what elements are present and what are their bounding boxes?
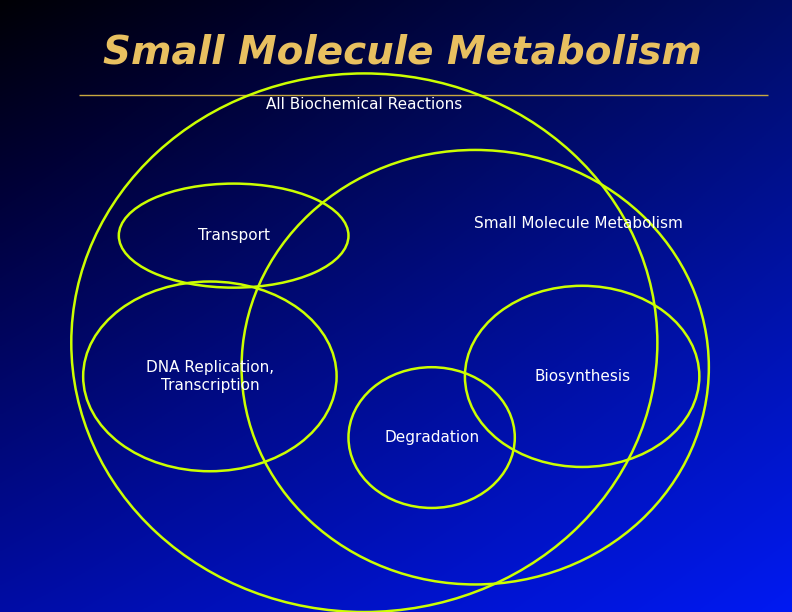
Text: DNA Replication,
Transcription: DNA Replication, Transcription	[146, 360, 274, 392]
Text: Biosynthesis: Biosynthesis	[534, 369, 630, 384]
Text: All Biochemical Reactions: All Biochemical Reactions	[266, 97, 463, 111]
Text: Degradation: Degradation	[384, 430, 479, 445]
Text: Transport: Transport	[198, 228, 269, 243]
Text: Small Molecule Metabolism: Small Molecule Metabolism	[103, 34, 702, 72]
Text: Small Molecule Metabolism: Small Molecule Metabolism	[474, 216, 683, 231]
